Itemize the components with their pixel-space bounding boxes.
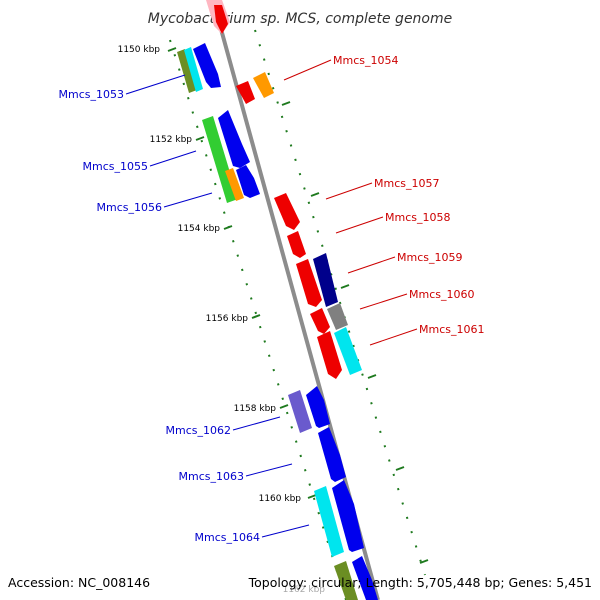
gene-feature[interactable] xyxy=(313,253,338,307)
leader-line xyxy=(261,524,310,538)
major-tick xyxy=(340,284,350,289)
leader-line xyxy=(149,150,197,167)
scale-label: 1158 kbp xyxy=(234,404,277,414)
leader-line xyxy=(359,293,408,310)
leader-line xyxy=(325,182,373,200)
leader-line xyxy=(347,256,396,274)
major-tick xyxy=(307,494,317,499)
gene-label-mmcs-1058[interactable]: Mmcs_1058 xyxy=(385,211,450,224)
gene-label-mmcs-1057[interactable]: Mmcs_1057 xyxy=(374,177,439,190)
gene-feature-mmcs-1057[interactable] xyxy=(274,193,300,230)
major-tick xyxy=(310,192,320,197)
gene-label-mmcs-1063[interactable]: Mmcs_1063 xyxy=(179,470,244,483)
leader-line xyxy=(125,74,186,95)
gene-feature-mmcs-1059[interactable] xyxy=(296,259,322,307)
gene-feature[interactable] xyxy=(314,486,344,557)
major-tick xyxy=(195,136,205,141)
gene-label-mmcs-1054[interactable]: Mmcs_1054 xyxy=(333,54,398,67)
gene-feature-mmcs-1058[interactable] xyxy=(287,231,306,258)
gene-feature-mmcs-1062[interactable] xyxy=(306,386,330,428)
gene-feature-mmcs-1055[interactable] xyxy=(218,110,250,168)
gene-label-mmcs-1059[interactable]: Mmcs_1059 xyxy=(397,251,462,264)
gene-label-mmcs-1061[interactable]: Mmcs_1061 xyxy=(419,323,484,336)
gene-feature[interactable] xyxy=(317,331,342,379)
major-tick xyxy=(367,374,377,379)
leader-line xyxy=(369,328,418,346)
scale-label: 1154 kbp xyxy=(178,224,221,234)
accession-label: Accession: NC_008146 xyxy=(8,575,151,590)
scale-label: 1160 kbp xyxy=(259,494,302,504)
scale-label: 1156 kbp xyxy=(206,314,249,324)
gene-feature[interactable] xyxy=(184,47,203,92)
gene-feature-mmcs-1054[interactable] xyxy=(253,72,274,98)
gene-feature-mmcs-1064[interactable] xyxy=(332,480,364,552)
major-tick xyxy=(223,225,233,230)
scale-label: 1152 kbp xyxy=(150,135,193,145)
leader-line xyxy=(232,416,281,431)
right-tick-track xyxy=(254,29,426,576)
gene-label-mmcs-1053[interactable]: Mmcs_1053 xyxy=(59,88,124,101)
scale-label: 1162 kbp xyxy=(283,585,326,595)
gene-feature-partial[interactable] xyxy=(214,5,228,34)
gene-feature-mmcs-1053[interactable] xyxy=(193,43,221,88)
leader-line xyxy=(163,192,213,208)
leader-line xyxy=(335,216,384,234)
gene-feature[interactable] xyxy=(327,303,348,330)
gene-feature-mmcs-1063[interactable] xyxy=(318,427,346,482)
major-tick xyxy=(251,314,261,319)
major-tick xyxy=(279,404,289,409)
gene-feature-mmcs-1061[interactable] xyxy=(334,327,362,375)
major-tick xyxy=(281,101,291,106)
gene-feature[interactable] xyxy=(225,168,244,201)
map-title: Mycobacterium sp. MCS, complete genome xyxy=(148,11,453,27)
major-tick xyxy=(395,466,405,471)
major-tick xyxy=(167,47,177,52)
gene-feature-partial[interactable] xyxy=(352,556,378,600)
gene-feature[interactable] xyxy=(177,49,197,93)
gene-label-mmcs-1055[interactable]: Mmcs_1055 xyxy=(83,160,148,173)
scale-label: 1150 kbp xyxy=(118,45,161,55)
leader-line xyxy=(283,59,332,81)
gene-feature-mmcs-1056[interactable] xyxy=(236,165,260,198)
gene-label-mmcs-1064[interactable]: Mmcs_1064 xyxy=(195,531,260,544)
leader-line xyxy=(245,463,293,477)
gene-feature[interactable] xyxy=(236,81,255,104)
gene-label-mmcs-1062[interactable]: Mmcs_1062 xyxy=(166,424,231,437)
gene-feature-mmcs-1060[interactable] xyxy=(310,308,330,334)
major-tick xyxy=(419,559,429,564)
topology-summary: Topology: circular; Length: 5,705,448 bp… xyxy=(248,575,592,590)
gene-feature[interactable] xyxy=(288,390,312,433)
gene-label-mmcs-1056[interactable]: Mmcs_1056 xyxy=(97,201,162,214)
gene-label-mmcs-1060[interactable]: Mmcs_1060 xyxy=(409,288,474,301)
gene-feature-partial[interactable] xyxy=(334,561,358,600)
